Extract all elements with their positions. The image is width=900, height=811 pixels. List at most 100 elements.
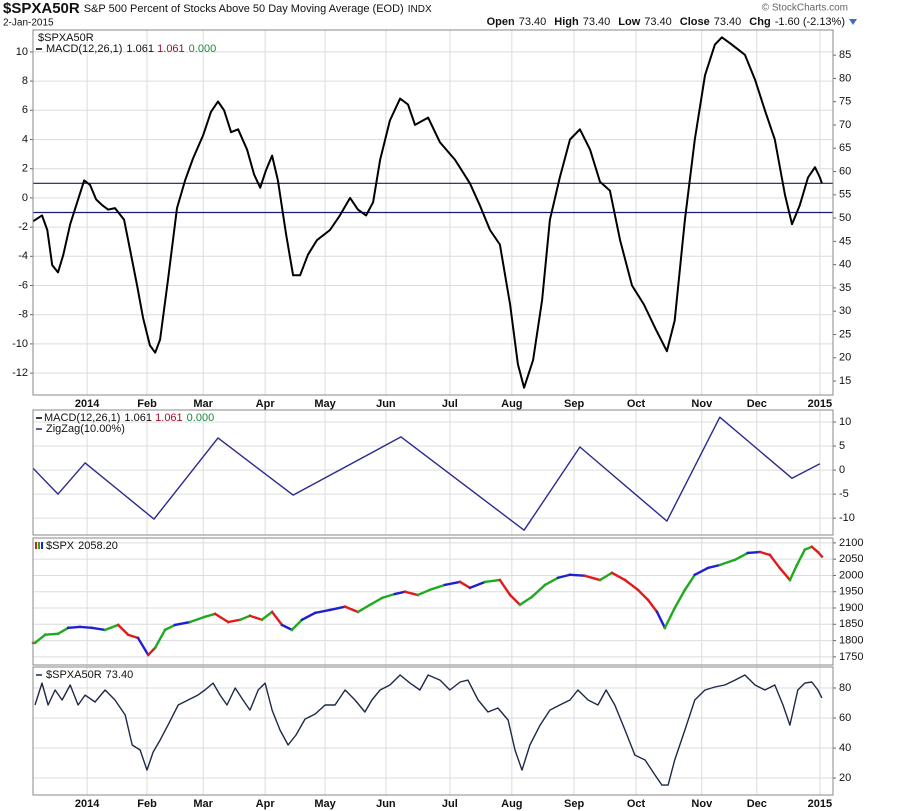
y2-tick-label: 60 (839, 165, 851, 177)
price-bar (403, 590, 420, 597)
quote-label: Low (618, 16, 640, 28)
price-bar (33, 633, 47, 645)
series-line (34, 674, 823, 786)
y2-tick-label: 75 (839, 96, 851, 108)
price-bar (693, 566, 710, 577)
price-bar (368, 596, 384, 607)
y2-tick-label: 65 (839, 142, 851, 154)
price-bar (530, 583, 547, 599)
plot-area (33, 667, 833, 795)
y2-tick-label: 30 (839, 305, 851, 317)
price-bar (468, 580, 487, 590)
price-bar (126, 633, 140, 640)
y2-tick-label: 85 (839, 49, 851, 61)
x-tick-label: 2015 (808, 398, 832, 410)
y2-tick-label: 20 (839, 352, 851, 364)
quote-label: Close (680, 16, 710, 28)
y-tick-label: 6 (22, 104, 28, 116)
price-bar (518, 595, 534, 607)
x-tick-label: 2015 (808, 798, 832, 810)
price-bar (636, 588, 650, 602)
x-tick-label: Dec (747, 798, 767, 810)
price-bar (718, 558, 737, 567)
y-tick-label: -4 (18, 250, 28, 262)
y-tick-label: 20 (839, 772, 851, 784)
x-tick-label: Aug (501, 798, 522, 810)
price-bar (56, 626, 70, 636)
x-tick-label: Aug (501, 398, 522, 410)
price-bar (583, 574, 602, 582)
x-tick-label: Dec (747, 398, 767, 410)
legend-value: 73.40 (106, 669, 134, 681)
x-tick-label: Mar (193, 398, 213, 410)
exchange: INDX (408, 4, 432, 15)
price-bar (173, 620, 192, 627)
y2-tick-label: 70 (839, 119, 851, 131)
y-tick-label: -8 (18, 309, 28, 321)
price-bar (213, 612, 230, 624)
y-tick-label: 2050 (839, 553, 863, 565)
plot-area (33, 538, 833, 665)
price-bar (313, 608, 332, 615)
y-tick-label: 0 (839, 464, 845, 476)
price-bar (673, 588, 687, 610)
price-bar (290, 618, 304, 632)
price-bar (556, 573, 572, 580)
price-bar (483, 578, 502, 584)
y-tick-label: 10 (839, 416, 851, 428)
price-bar (393, 590, 407, 596)
legend-value: 1.061 (126, 43, 153, 55)
y-tick-label: 0 (22, 192, 28, 204)
x-tick-label: Jun (376, 798, 396, 810)
price-bar (78, 625, 94, 630)
panel-label: $SPXA50R (38, 32, 94, 44)
legend-name: $SPX (46, 540, 75, 552)
y-tick-label: 2100 (839, 537, 863, 549)
price-bar (163, 623, 177, 632)
y-tick-label: 1750 (839, 651, 863, 663)
y-tick-label: -2 (18, 221, 28, 233)
price-bar (203, 612, 217, 619)
x-tick-label: May (314, 398, 336, 410)
y2-tick-label: 25 (839, 328, 851, 340)
price-bar (655, 610, 667, 630)
quote-value: 73.40 (583, 16, 611, 28)
y2-tick-label: 80 (839, 72, 851, 84)
x-tick-label: 2014 (75, 798, 100, 810)
plot-border (32, 409, 834, 536)
price-bar (153, 628, 167, 650)
legend-value: 2058.20 (78, 540, 118, 552)
y-tick-label: -12 (12, 367, 28, 379)
x-tick-label: Nov (691, 798, 713, 810)
price-bar (66, 625, 82, 630)
x-tick-label: 2014 (75, 398, 100, 410)
x-tick-label: Nov (691, 398, 713, 410)
price-bar (260, 610, 274, 622)
price-bar (810, 545, 820, 554)
price-bar (598, 571, 614, 582)
price-bar (248, 614, 264, 622)
x-tick-label: Oct (627, 798, 646, 810)
description: S&P 500 Percent of Stocks Above 50 Day M… (84, 3, 404, 15)
x-tick-label: Sep (564, 798, 584, 810)
y-tick-label: 2000 (839, 569, 863, 581)
plot-border (32, 666, 834, 796)
y-tick-label: 1950 (839, 586, 863, 598)
quote-value: -1.60 (-2.13%) (775, 16, 845, 28)
legend-name: MACD(12,26,1) (46, 43, 122, 55)
x-tick-label: Sep (564, 398, 584, 410)
y-tick-label: 1900 (839, 602, 863, 614)
x-tick-label: Feb (137, 798, 157, 810)
y-tick-label: 2 (22, 163, 28, 175)
plot-border (32, 537, 834, 666)
price-bar (746, 550, 762, 555)
price-bar (146, 646, 157, 657)
quote-menu-icon[interactable] (849, 19, 857, 25)
x-tick-label: May (314, 798, 336, 810)
price-bar (458, 580, 472, 590)
price-bar (300, 611, 317, 622)
legend-entry: MACD(12,26,1) 1.061 1.061 0.000 (44, 412, 214, 424)
symbol: $SPXA50R (3, 0, 80, 17)
price-bar (795, 548, 807, 567)
